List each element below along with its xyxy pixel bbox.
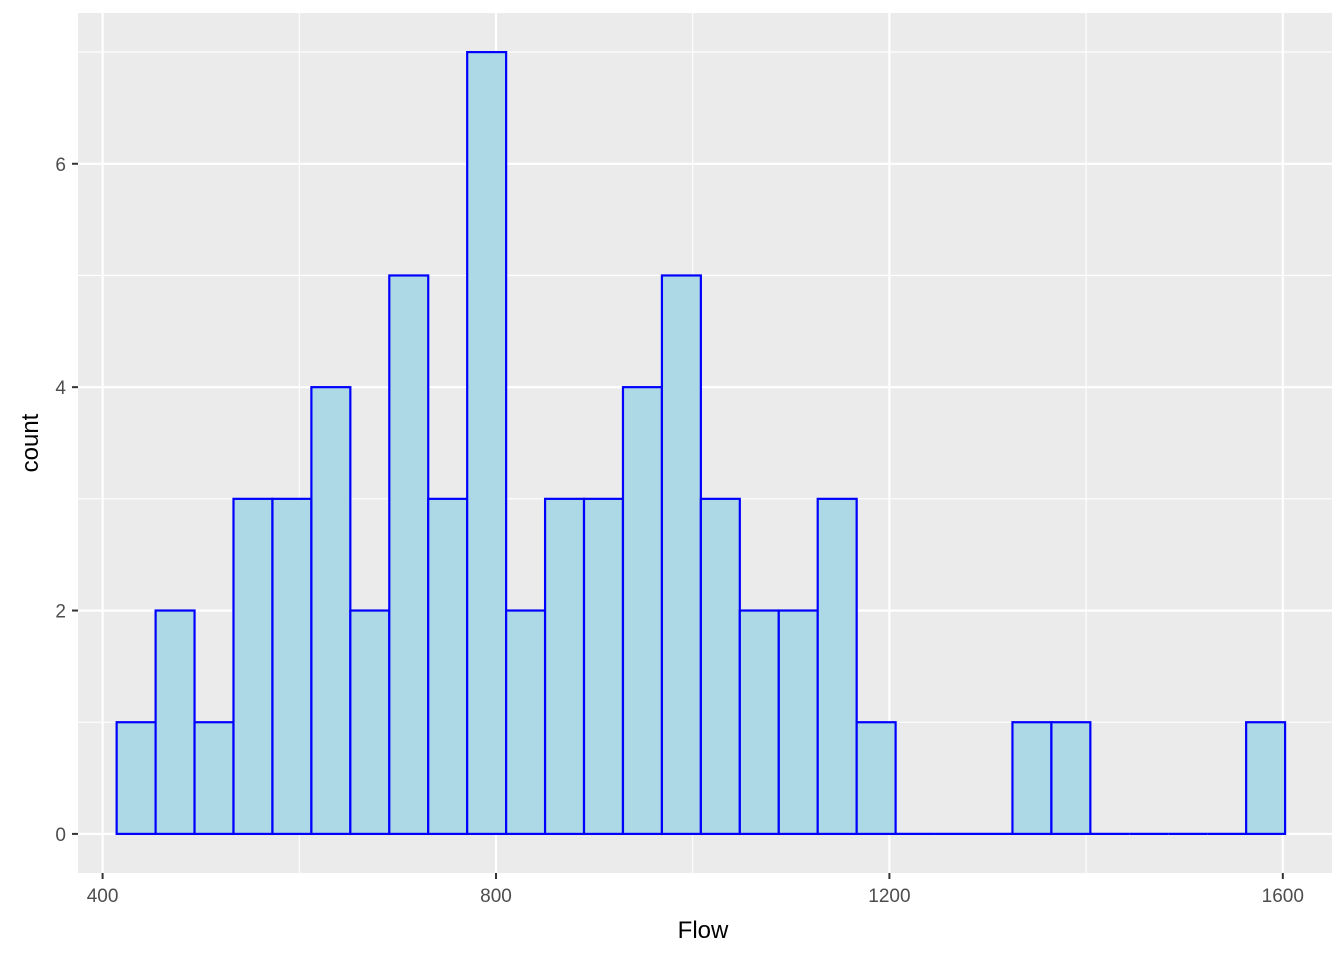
histogram-bar [1011,721,1053,836]
x-tick-label: 800 [480,886,512,907]
x-axis: 400 800 1200 1600 [87,873,1304,907]
x-axis-title: Flow [678,917,729,944]
histogram-bar [816,497,858,836]
histogram-bar [310,386,352,836]
histogram-bar [427,497,469,836]
histogram-bar [855,721,897,836]
histogram-bar [777,609,819,836]
y-tick-label: 4 [55,378,66,399]
histogram-bar [115,721,157,836]
x-tick-label: 1200 [868,886,910,907]
y-tick-label: 6 [55,155,66,176]
histogram-bar [621,386,664,836]
histogram-bar [1050,721,1092,836]
histogram-bar [582,497,625,836]
histogram-bar [271,497,313,836]
histogram-bar [699,497,741,836]
x-tick-label: 400 [87,886,119,907]
histogram-bar [388,274,430,836]
y-tick-label: 2 [55,602,66,623]
y-tick-label: 0 [55,825,66,846]
bars [115,50,1287,836]
histogram-bar [466,50,508,836]
histogram-bar [505,609,547,836]
histogram-bar [1245,721,1287,836]
histogram-bar [660,274,702,836]
histogram-bar [154,609,196,836]
y-axis: 0 2 4 6 [55,155,78,846]
y-axis-title: count [17,413,44,472]
histogram-bar [738,609,780,836]
histogram-bar [232,497,274,836]
histogram-bar [193,721,235,836]
x-tick-label: 1600 [1262,886,1304,907]
histogram-bar [543,497,586,836]
histogram-bar [349,609,391,836]
